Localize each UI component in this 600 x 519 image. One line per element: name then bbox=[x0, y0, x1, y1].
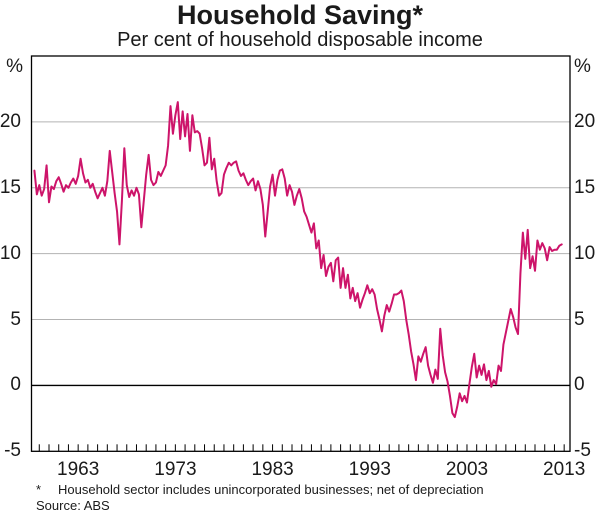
y-tick-label-left: -5 bbox=[4, 440, 21, 462]
x-tick-label: 2013 bbox=[543, 459, 586, 480]
y-tick-label-left: 20 bbox=[0, 110, 21, 132]
data-line-household-saving bbox=[33, 101, 563, 419]
footnote-source: Source: ABS bbox=[36, 498, 110, 513]
y-tick-label-right: 20 bbox=[574, 110, 596, 132]
y-tick-label-left: 0 bbox=[10, 374, 21, 396]
x-tick-label: 1963 bbox=[57, 459, 100, 480]
y-tick-label-right: -5 bbox=[574, 440, 591, 462]
y-tick-label-right: 10 bbox=[574, 242, 596, 264]
y-tick-label-right: 15 bbox=[574, 176, 596, 198]
y-tick-label-left: 15 bbox=[0, 176, 21, 198]
y-axis-unit-right: % bbox=[574, 56, 591, 77]
x-tick-label: 1983 bbox=[251, 459, 294, 480]
footnote-marker: * bbox=[36, 482, 42, 497]
page-title: Household Saving* bbox=[176, 0, 424, 30]
x-tick-label: 1993 bbox=[348, 459, 391, 480]
y-tick-label-right: 0 bbox=[574, 374, 585, 396]
y-tick-label-left: 5 bbox=[10, 308, 21, 330]
x-tick-label: 1973 bbox=[154, 459, 197, 480]
footnote-text: Household sector includes unincorporated… bbox=[58, 482, 484, 497]
y-tick-label-right: 5 bbox=[574, 308, 585, 330]
page-subtitle: Per cent of household disposable income bbox=[117, 29, 483, 51]
x-tick-label: 2003 bbox=[445, 459, 489, 480]
y-axis-unit-left: % bbox=[6, 56, 23, 77]
y-tick-label-left: 10 bbox=[0, 242, 21, 264]
axis-frame bbox=[30, 55, 571, 452]
